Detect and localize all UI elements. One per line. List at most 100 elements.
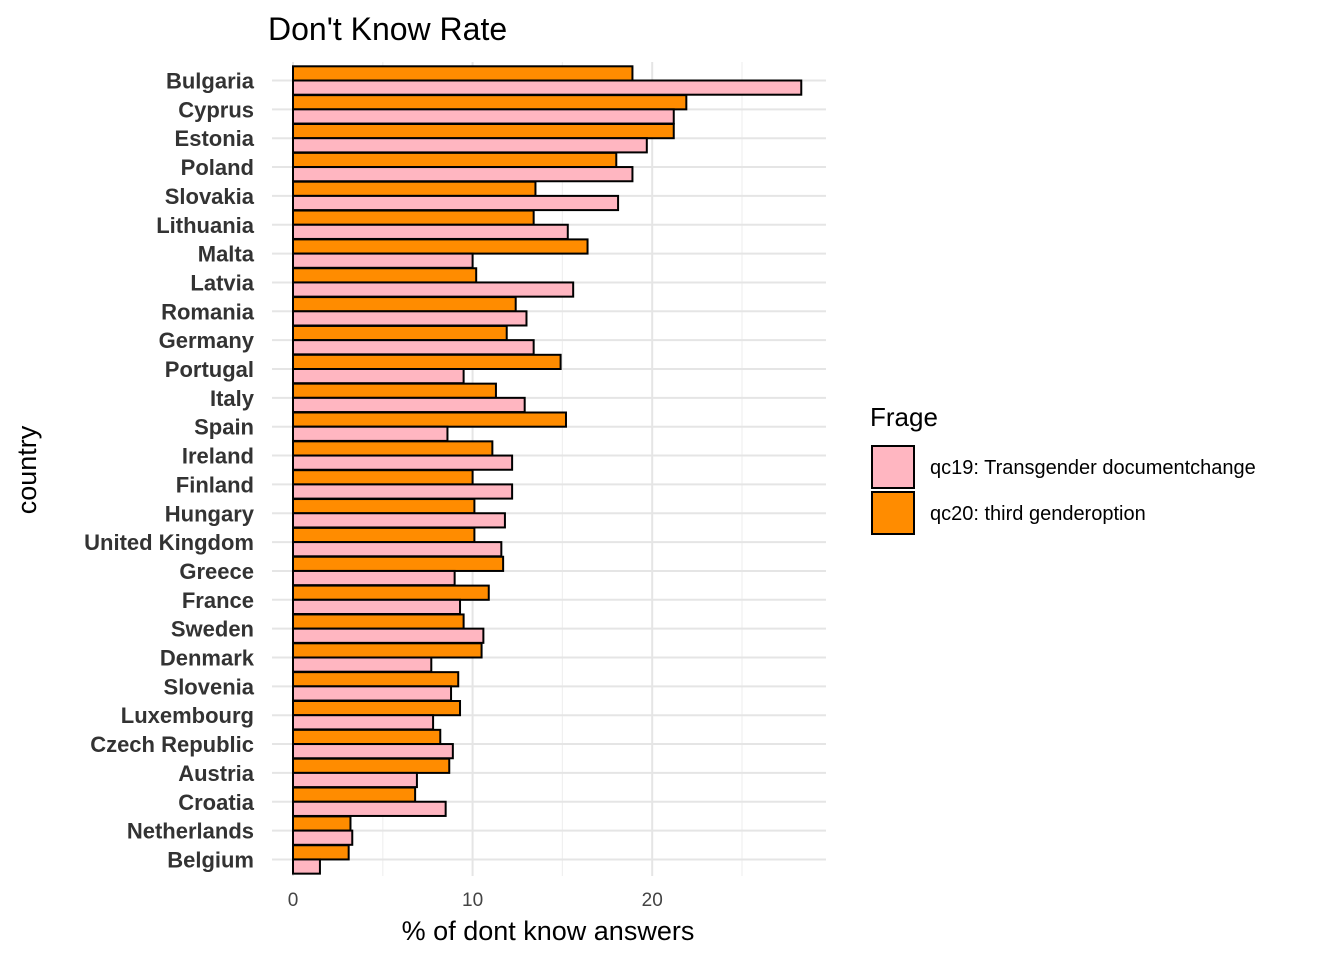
- bar-qc19: [292, 79, 803, 96]
- country-label: Sweden: [171, 617, 254, 642]
- bar-qc20: [292, 700, 462, 717]
- bar-qc20: [292, 469, 474, 486]
- bar-qc19: [292, 771, 418, 789]
- bar-qc19: [292, 541, 503, 558]
- legend-swatch: [871, 491, 915, 535]
- bar-qc19: [292, 137, 648, 154]
- bar-qc20: [292, 353, 562, 370]
- country-label: Estonia: [175, 126, 255, 151]
- country-label: Slovakia: [165, 184, 255, 209]
- bar-qc20: [292, 296, 517, 313]
- bar-qc20: [292, 526, 476, 544]
- country-label: Cyprus: [178, 97, 254, 122]
- country-label: Poland: [181, 155, 254, 180]
- bar-qc19: [292, 425, 449, 442]
- legend-label: qc19: Transgender documentchange: [930, 457, 1256, 479]
- bar-qc19: [292, 281, 575, 298]
- country-label: France: [182, 588, 254, 613]
- bar-qc20: [292, 267, 478, 284]
- x-axis-title: % of dont know answers: [402, 916, 695, 946]
- bar-qc20: [292, 151, 618, 169]
- bar-qc20: [292, 94, 688, 111]
- bar-qc20: [292, 411, 567, 428]
- bar-qc19: [292, 598, 462, 615]
- bar-qc20: [292, 238, 589, 255]
- bar-qc19: [292, 656, 433, 673]
- bar-qc19: [292, 743, 454, 760]
- bar-qc19: [292, 194, 620, 212]
- bar-qc20: [292, 180, 537, 197]
- x-tick-label: 10: [462, 890, 483, 911]
- bar-qc20: [292, 555, 505, 572]
- bars: [292, 65, 803, 875]
- bar-qc19: [292, 627, 485, 644]
- bar-qc19: [292, 858, 321, 875]
- country-label: Romania: [161, 299, 255, 324]
- bar-qc19: [292, 454, 514, 471]
- country-label: Ireland: [182, 444, 254, 469]
- y-axis-title: country: [12, 425, 42, 514]
- country-label: Italy: [210, 386, 255, 411]
- country-label: Czech Republic: [90, 732, 254, 757]
- bar-qc19: [292, 310, 528, 327]
- bar-qc20: [292, 584, 490, 601]
- country-label: Finland: [176, 472, 254, 497]
- country-label: Greece: [179, 559, 254, 584]
- bar-qc20: [292, 728, 442, 746]
- country-label: United Kingdom: [84, 530, 254, 555]
- country-label: Luxembourg: [121, 703, 254, 728]
- bar-qc19: [292, 339, 535, 356]
- bar-qc20: [292, 65, 634, 82]
- x-tick-label: 20: [642, 890, 663, 911]
- bar-qc19: [292, 685, 453, 702]
- country-label: Denmark: [160, 646, 255, 671]
- bar-qc20: [292, 209, 535, 226]
- x-tick-labels: 0 10 20: [288, 890, 663, 911]
- country-label: Latvia: [190, 270, 254, 295]
- country-label: Hungary: [165, 501, 255, 526]
- legend-label: qc20: third genderoption: [930, 503, 1146, 525]
- bar-qc20: [292, 382, 497, 399]
- bar-qc19: [292, 714, 435, 731]
- bar-qc20: [292, 642, 483, 659]
- y-tick-labels: Bulgaria Cyprus Estonia Poland Slovakia Lithu…: [84, 69, 255, 873]
- bar-qc19: [292, 108, 675, 125]
- bar-qc20: [292, 123, 675, 140]
- country-label: Malta: [198, 242, 255, 267]
- country-label: Germany: [159, 328, 255, 353]
- legend: Frage qc19: Transgender documentchange qc…: [870, 402, 1256, 535]
- bar-qc19: [292, 512, 506, 529]
- bar-qc19: [292, 166, 634, 183]
- bar-qc20: [292, 440, 494, 457]
- bar-qc19: [292, 829, 354, 846]
- bar-qc19: [292, 223, 569, 240]
- country-label: Croatia: [178, 790, 255, 815]
- bar-qc19: [292, 252, 474, 269]
- bar-qc20: [292, 786, 417, 803]
- x-tick-label: 0: [288, 890, 299, 911]
- bar-qc19: [292, 368, 465, 385]
- country-label: Netherlands: [127, 819, 254, 844]
- bar-qc19: [292, 569, 456, 587]
- bar-qc20: [292, 815, 352, 832]
- country-label: Bulgaria: [166, 69, 255, 94]
- bar-qc20: [292, 498, 476, 515]
- country-label: Portugal: [165, 357, 254, 382]
- chart-title: Don't Know Rate: [268, 11, 507, 47]
- bar-qc20: [292, 324, 508, 342]
- country-label: Slovenia: [164, 674, 255, 699]
- country-label: Belgium: [167, 847, 254, 872]
- bar-qc20: [292, 844, 350, 861]
- country-label: Austria: [178, 761, 255, 786]
- bar-qc19: [292, 396, 526, 414]
- bar-qc20: [292, 613, 465, 630]
- legend-title: Frage: [870, 402, 938, 432]
- bar-qc19: [292, 800, 447, 817]
- legend-swatch: [871, 445, 915, 489]
- country-label: Spain: [194, 415, 254, 440]
- bar-qc19: [292, 483, 514, 500]
- bar-qc20: [292, 671, 460, 688]
- bar-qc20: [292, 757, 451, 774]
